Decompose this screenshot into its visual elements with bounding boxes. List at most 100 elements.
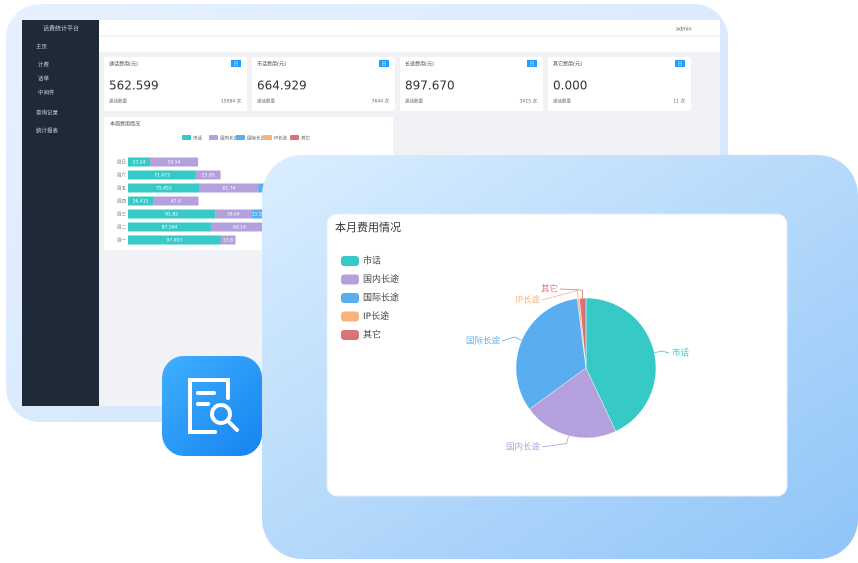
bar <box>150 157 199 167</box>
menu-item[interactable]: 统计报表 <box>36 127 59 135</box>
slice-label: 其它 <box>541 284 558 295</box>
value-label: 97.403 <box>166 238 182 244</box>
legend-label: IP长途 <box>274 135 288 142</box>
legend-swatch <box>341 330 359 340</box>
submenu-item[interactable]: 计费 <box>38 61 50 69</box>
value-label: 75.453 <box>156 186 172 192</box>
card-title: 市话费用(元) <box>257 61 286 68</box>
legend-swatch <box>182 135 191 140</box>
stat-card <box>400 57 543 111</box>
value-label: 15.8 <box>223 238 233 244</box>
bar <box>128 170 196 180</box>
card-sub-value: 7644 次 <box>372 98 390 105</box>
bar <box>128 209 216 219</box>
card-sub-label: 通话数量 <box>109 98 127 105</box>
legend-label: 国内长途 <box>363 273 399 285</box>
legend-swatch <box>209 135 218 140</box>
stat-card <box>252 57 395 111</box>
menu-item[interactable]: 主页 <box>36 43 48 51</box>
legend-label: 国际长途 <box>247 135 265 142</box>
legend-label: 市话 <box>363 255 381 267</box>
value-label: 91.82 <box>165 212 178 218</box>
search-icon <box>162 356 262 456</box>
badge-text: 日 <box>530 62 535 68</box>
badge <box>527 60 537 67</box>
value-label: 11.5 <box>252 212 262 218</box>
y-tick-label: 周二 <box>117 225 126 231</box>
stat-card <box>104 57 247 111</box>
slice-label: IP长途 <box>515 295 540 306</box>
bar <box>128 196 154 206</box>
leader-line <box>559 288 584 299</box>
card-sub-label: 通话数量 <box>257 98 275 105</box>
slice-label: 市话 <box>672 348 690 359</box>
badge-text: 日 <box>382 62 387 68</box>
value-label: 47.8 <box>171 199 181 205</box>
legend-swatch <box>236 135 245 140</box>
card-value: 897.670 <box>405 79 455 93</box>
submenu-item[interactable]: 中间件 <box>38 89 55 97</box>
pie-slice <box>579 297 587 369</box>
slice-label: 国际长途 <box>466 336 501 347</box>
legend-label: 国内长途 <box>220 135 238 142</box>
legend-swatch <box>341 311 359 322</box>
legend-swatch <box>263 135 272 140</box>
card-title: 长途费用(元) <box>405 61 434 68</box>
badge <box>231 60 241 67</box>
value-label: 87.264 <box>162 225 178 231</box>
card-title: 通话费用(元) <box>109 61 138 68</box>
card-sub-label: 通话数量 <box>405 98 423 105</box>
y-tick-label: 周三 <box>117 212 126 218</box>
bar <box>128 222 211 232</box>
leader-line <box>541 435 569 448</box>
card-sub-value: 3415 次 <box>520 98 538 105</box>
bar <box>220 235 236 245</box>
value-label: 60.14 <box>233 225 246 231</box>
leader-line <box>654 350 670 354</box>
submenu-item[interactable]: 话单 <box>38 75 50 83</box>
value-label: 26.415 <box>133 199 149 205</box>
card-value: 664.929 <box>257 79 307 93</box>
bar <box>128 183 200 193</box>
slice-label: 国内长途 <box>506 442 541 453</box>
legend-label: 国际长途 <box>363 292 399 304</box>
y-tick-label: 周一 <box>117 238 126 244</box>
bar <box>251 209 263 219</box>
sidebar <box>22 20 99 406</box>
legend-swatch <box>341 256 359 266</box>
pie-slice <box>515 298 587 410</box>
card-value: 562.599 <box>109 79 159 93</box>
bar-title: 本周费用情况 <box>110 121 140 128</box>
bar <box>195 170 221 180</box>
stat-card <box>548 57 691 111</box>
legend-label: 市话 <box>193 135 202 142</box>
app-title: 话费统计平台 <box>43 25 79 33</box>
bar <box>215 209 252 219</box>
bar <box>199 183 259 193</box>
value-label: 61.74 <box>223 186 236 192</box>
bar <box>128 157 151 167</box>
badge-text: 日 <box>234 62 239 68</box>
badge <box>675 60 685 67</box>
y-tick-label: 周六 <box>117 172 126 179</box>
card-value: 0.000 <box>553 79 587 93</box>
legend-label: IP长途 <box>363 310 389 322</box>
badge <box>379 60 389 67</box>
legend-swatch <box>341 293 359 303</box>
y-tick-label: 周五 <box>117 186 126 192</box>
card-sub-value: 15084 次 <box>221 98 242 105</box>
legend-label: 其它 <box>363 329 381 341</box>
card-sub-value: 11 次 <box>673 98 685 105</box>
bar <box>210 222 269 232</box>
value-label: 50.54 <box>168 160 181 166</box>
user: admin <box>676 27 692 33</box>
badge-text: 日 <box>678 62 683 68</box>
y-tick-label: 周四 <box>117 199 126 205</box>
menu-item[interactable]: 查询记录 <box>36 109 59 117</box>
card-sub-label: 通话数量 <box>553 98 571 105</box>
legend-label: 其它 <box>301 135 310 142</box>
value-label: 38.04 <box>227 212 240 218</box>
pie-title: 本月费用情况 <box>335 220 401 234</box>
search-glyph <box>188 378 239 434</box>
